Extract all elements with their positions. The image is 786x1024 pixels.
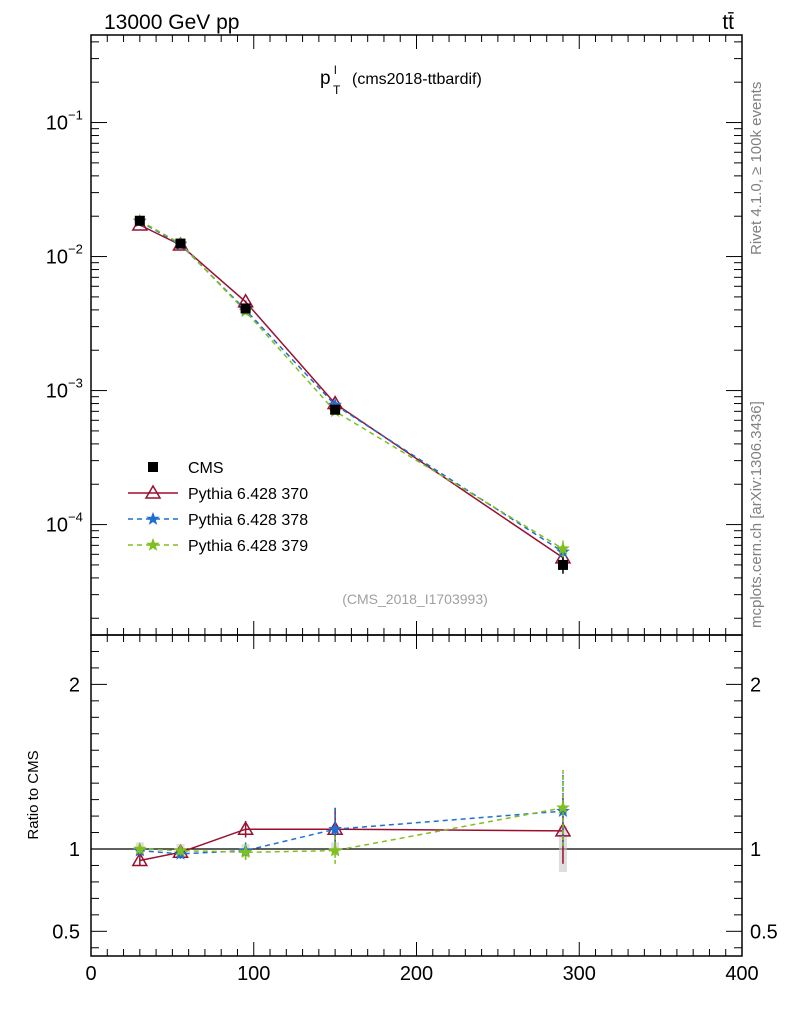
x-tick-label: 300 — [563, 963, 596, 985]
ratio-line-p379 — [139, 807, 564, 854]
legend-label-data: CMS — [188, 460, 224, 477]
ratio-point-p370 — [131, 852, 149, 867]
ratio-point-p379 — [328, 843, 342, 857]
ratio-series-p370 — [131, 797, 572, 867]
ratio-y-tick-label-right: 0.5 — [750, 921, 778, 943]
ratio-axis-label: Ratio to CMS — [25, 750, 42, 839]
point-data — [330, 404, 341, 415]
legend-marker-p378 — [146, 511, 160, 525]
process-label: tt̄ — [722, 11, 734, 34]
ratio-point-p379 — [556, 800, 570, 814]
line-p370 — [139, 224, 564, 559]
main-y-tick-label: 10 — [46, 113, 68, 135]
ratio-point-p379 — [173, 843, 188, 857]
analysis-watermark: (CMS_2018_I1703993) — [342, 591, 488, 607]
legend-label-p378: Pythia 6.428 378 — [188, 512, 308, 529]
series-p378 — [133, 214, 570, 561]
ratio-panel-frame — [90, 634, 743, 957]
ratio-y-tick-label-right: 2 — [750, 674, 761, 696]
title-subscript: T — [333, 83, 341, 97]
plot-title: p l T (cms2018-ttbardif) — [320, 63, 482, 97]
ratio-line-p370 — [139, 828, 564, 862]
rivet-version-label: Rivet 4.1.0, ≥ 100k events — [748, 82, 765, 255]
legend-entry-p379: Pythia 6.428 379 — [128, 537, 308, 555]
ratio-panel-marks — [91, 769, 742, 873]
legend-marker-p379 — [146, 537, 160, 551]
x-tick-label: 100 — [237, 963, 270, 985]
point-data — [175, 238, 186, 249]
series-p379 — [133, 213, 570, 559]
legend-label-p370: Pythia 6.428 370 — [188, 486, 308, 503]
legend-entry-p378: Pythia 6.428 378 — [128, 511, 308, 529]
ratio-y-tick-label: 1 — [69, 839, 80, 861]
point-data — [557, 559, 568, 570]
ratio-y-tick-label: 0.5 — [52, 921, 80, 943]
ratio-line-p378 — [139, 810, 564, 855]
main-y-tick-exponent: −1 — [68, 108, 83, 123]
ratio-y-tick-label-right: 1 — [750, 839, 761, 861]
title-superscript: l — [334, 63, 337, 77]
legend-entry-p370: Pythia 6.428 370 — [128, 484, 308, 503]
main-y-tick-exponent: −3 — [68, 376, 83, 391]
x-tick-label: 200 — [400, 963, 433, 985]
ratio-point-p370 — [237, 820, 254, 835]
main-y-tick-label: 10 — [46, 247, 68, 269]
legend-marker-data — [148, 462, 158, 472]
x-tick-label: 400 — [725, 963, 758, 985]
point-data — [134, 215, 145, 226]
legend-label-p379: Pythia 6.428 379 — [188, 538, 308, 555]
ratio-y-tick-label: 2 — [69, 674, 80, 696]
title-variable: p — [320, 68, 331, 89]
legend: CMS Pythia 6.428 370 Pythia 6.428 378 Pythi… — [128, 460, 308, 555]
main-y-tick-label: 10 — [46, 381, 68, 403]
ratio-series-p379 — [133, 769, 570, 866]
point-p379 — [556, 541, 570, 555]
main-panel-marks — [131, 213, 572, 574]
mcplots-credit-label: mcplots.cern.ch [arXiv:1306.3436] — [748, 401, 765, 628]
main-y-tick-exponent: −2 — [68, 242, 83, 257]
legend-entry-data: CMS — [148, 460, 224, 477]
series-data — [134, 215, 568, 574]
ratio-point-p379 — [238, 845, 253, 859]
main-y-tick-label: 10 — [46, 515, 68, 537]
ratio-point-p379 — [133, 841, 147, 855]
line-p379 — [139, 220, 564, 550]
collision-label: 13000 GeV pp — [104, 11, 239, 34]
point-data — [240, 303, 251, 314]
title-tag: (cms2018-ttbardif) — [352, 71, 482, 88]
header: 13000 GeV pp tt̄ — [104, 11, 734, 34]
x-tick-label: 0 — [85, 963, 96, 985]
ratio-point-p378 — [328, 822, 342, 836]
legend-marker-p370 — [144, 484, 162, 499]
main-y-tick-exponent: −4 — [68, 510, 83, 525]
